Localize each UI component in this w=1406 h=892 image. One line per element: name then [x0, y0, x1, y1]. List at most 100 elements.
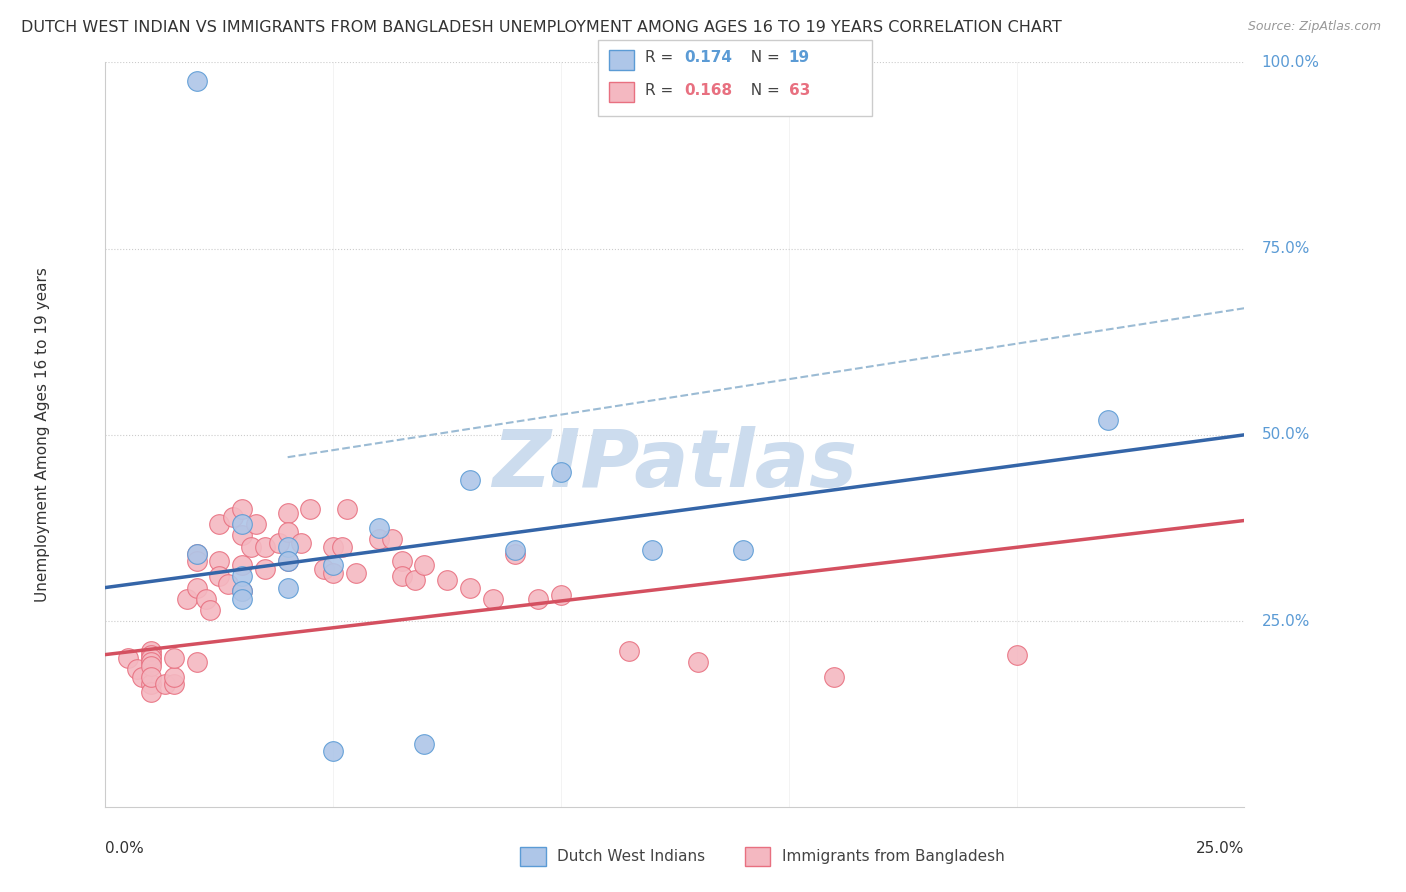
Text: 25.0%: 25.0% [1197, 841, 1244, 855]
Point [153, 677, 176, 691]
Point [290, 536, 312, 550]
Point [231, 528, 253, 542]
Point [139, 644, 162, 658]
Point [131, 670, 153, 684]
Point [322, 566, 344, 580]
Point [208, 517, 231, 532]
Point [186, 554, 208, 568]
Text: Immigrants from Bangladesh: Immigrants from Bangladesh [782, 849, 1004, 863]
Point [139, 658, 162, 673]
Point [527, 591, 550, 606]
Point [619, 644, 641, 658]
Point [458, 473, 481, 487]
Point [314, 562, 336, 576]
Point [194, 591, 217, 606]
Point [404, 573, 426, 587]
Point [277, 506, 299, 520]
Text: R =: R = [645, 51, 679, 65]
Point [505, 543, 527, 558]
Point [139, 670, 162, 684]
Point [139, 685, 162, 699]
Point [277, 524, 299, 539]
Point [413, 558, 436, 573]
Point [391, 569, 413, 583]
Point [186, 547, 208, 561]
Text: 0.168: 0.168 [685, 83, 733, 97]
Text: 0.174: 0.174 [685, 51, 733, 65]
Text: DUTCH WEST INDIAN VS IMMIGRANTS FROM BANGLADESH UNEMPLOYMENT AMONG AGES 16 TO 19: DUTCH WEST INDIAN VS IMMIGRANTS FROM BAN… [21, 20, 1062, 35]
Point [176, 591, 198, 606]
Point [163, 651, 186, 665]
Point [277, 554, 299, 568]
Point [1097, 413, 1119, 427]
Point [413, 737, 436, 751]
Point [381, 532, 404, 546]
Point [163, 677, 186, 691]
Point [253, 562, 276, 576]
Text: Dutch West Indians: Dutch West Indians [557, 849, 704, 863]
Point [367, 521, 389, 535]
Point [330, 540, 353, 554]
Point [231, 584, 253, 599]
Point [186, 74, 208, 88]
Point [458, 581, 481, 595]
Text: 63: 63 [789, 83, 810, 97]
Point [823, 670, 845, 684]
Text: 100.0%: 100.0% [1261, 55, 1319, 70]
Point [231, 584, 253, 599]
Point [550, 465, 572, 479]
Point [208, 569, 231, 583]
Point [322, 540, 344, 554]
Point [231, 569, 253, 583]
Text: 25.0%: 25.0% [1261, 614, 1310, 629]
Point [200, 603, 222, 617]
Point [139, 655, 162, 669]
Point [186, 581, 208, 595]
Point [322, 558, 344, 573]
Text: N =: N = [741, 51, 785, 65]
Point [139, 651, 162, 665]
Point [231, 502, 253, 516]
Point [344, 566, 367, 580]
Point [245, 517, 267, 532]
Point [127, 663, 149, 677]
Point [231, 558, 253, 573]
Point [336, 502, 359, 516]
Text: Unemployment Among Ages 16 to 19 years: Unemployment Among Ages 16 to 19 years [35, 268, 51, 602]
Text: Source: ZipAtlas.com: Source: ZipAtlas.com [1247, 20, 1381, 33]
Point [240, 540, 263, 554]
Point [686, 655, 709, 669]
Point [299, 502, 322, 516]
Point [505, 547, 527, 561]
Point [641, 543, 664, 558]
Point [231, 591, 253, 606]
Point [186, 547, 208, 561]
Point [231, 517, 253, 532]
Text: 50.0%: 50.0% [1261, 427, 1310, 442]
Point [253, 540, 276, 554]
Point [322, 744, 344, 758]
Point [139, 677, 162, 691]
Point [208, 554, 231, 568]
Point [550, 588, 572, 602]
Point [217, 577, 239, 591]
Point [186, 655, 208, 669]
Point [1005, 648, 1028, 662]
Point [277, 554, 299, 568]
Text: R =: R = [645, 83, 679, 97]
Text: 0.0%: 0.0% [105, 841, 145, 855]
Text: 75.0%: 75.0% [1261, 241, 1310, 256]
Point [222, 509, 245, 524]
Point [733, 543, 755, 558]
Point [267, 536, 290, 550]
Point [436, 573, 458, 587]
Point [391, 554, 413, 568]
Text: ZIPatlas: ZIPatlas [492, 425, 858, 504]
Point [139, 648, 162, 662]
Point [277, 581, 299, 595]
Text: 19: 19 [789, 51, 810, 65]
Point [367, 532, 389, 546]
Point [163, 670, 186, 684]
Point [277, 540, 299, 554]
Text: N =: N = [741, 83, 785, 97]
